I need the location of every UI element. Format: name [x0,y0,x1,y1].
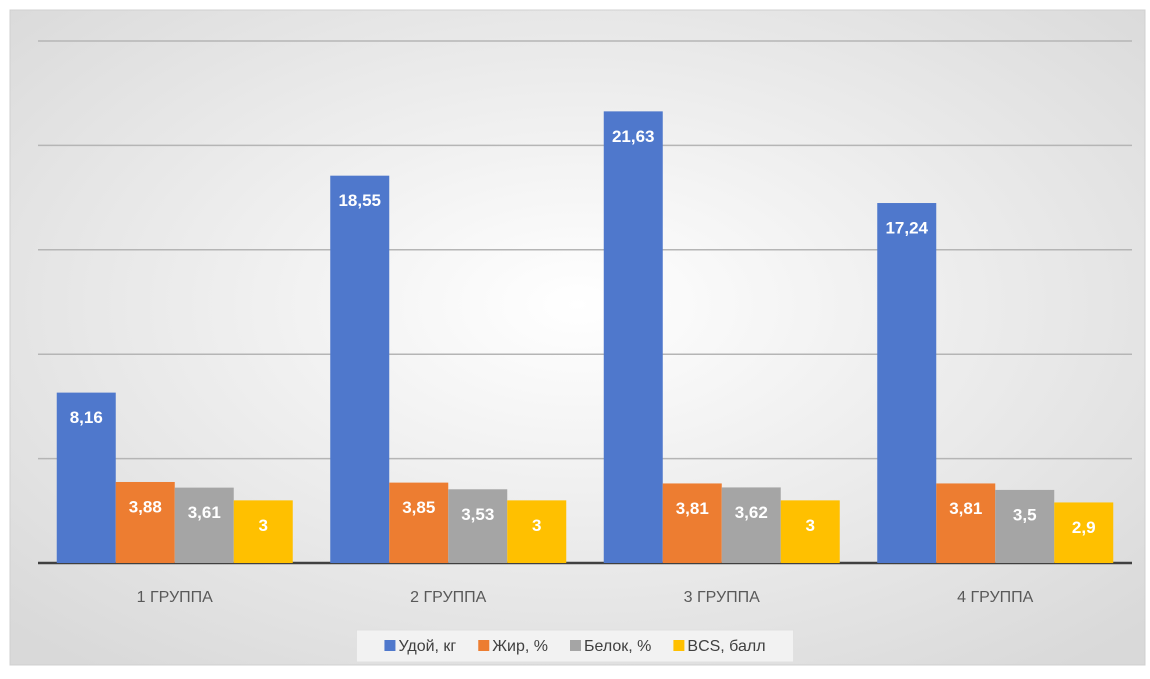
data-label: 3,81 [676,499,709,518]
data-label: 3,61 [188,503,221,522]
data-label: 3,81 [949,499,982,518]
data-label: 3 [806,516,815,535]
legend-swatch [569,640,581,651]
bar [721,487,781,563]
legend-label: BCS, балл [687,638,765,655]
data-label: 3,53 [461,505,494,524]
bar [936,483,996,563]
x-tick-label: 1 ГРУППА [137,589,213,606]
x-tick-label: 4 ГРУППА [957,589,1033,606]
legend-label: Белок, % [584,638,651,655]
data-label: 3,62 [735,503,768,522]
legend-swatch [673,640,685,651]
data-label: 3 [532,516,541,535]
data-label: 8,16 [70,408,103,427]
bar [448,489,508,563]
legend-swatch [384,640,396,651]
data-label: 18,55 [338,191,381,210]
bar [233,500,293,563]
bar [877,203,937,563]
data-label: 3 [259,516,268,535]
data-label: 17,24 [885,219,928,238]
bar [995,489,1055,563]
data-label: 2,9 [1072,518,1096,537]
bar [174,487,234,563]
data-label: 3,5 [1013,505,1037,524]
bar [507,500,567,563]
bar [56,392,116,563]
bar [780,500,840,563]
bar [1054,502,1114,563]
bar [389,482,449,563]
bar [662,483,722,563]
data-label: 21,63 [612,127,655,146]
bar [330,175,390,563]
legend-label: Жир, % [492,638,548,655]
chart-area [9,9,1146,666]
x-tick-label: 3 ГРУППА [684,589,760,606]
x-tick-label: 2 ГРУППА [410,589,486,606]
legend-swatch [478,640,490,651]
data-label: 3,85 [402,498,435,517]
data-label: 3,88 [129,497,162,516]
bar [603,111,663,563]
bar [115,481,175,563]
legend-label: Удой, кг [398,638,456,655]
